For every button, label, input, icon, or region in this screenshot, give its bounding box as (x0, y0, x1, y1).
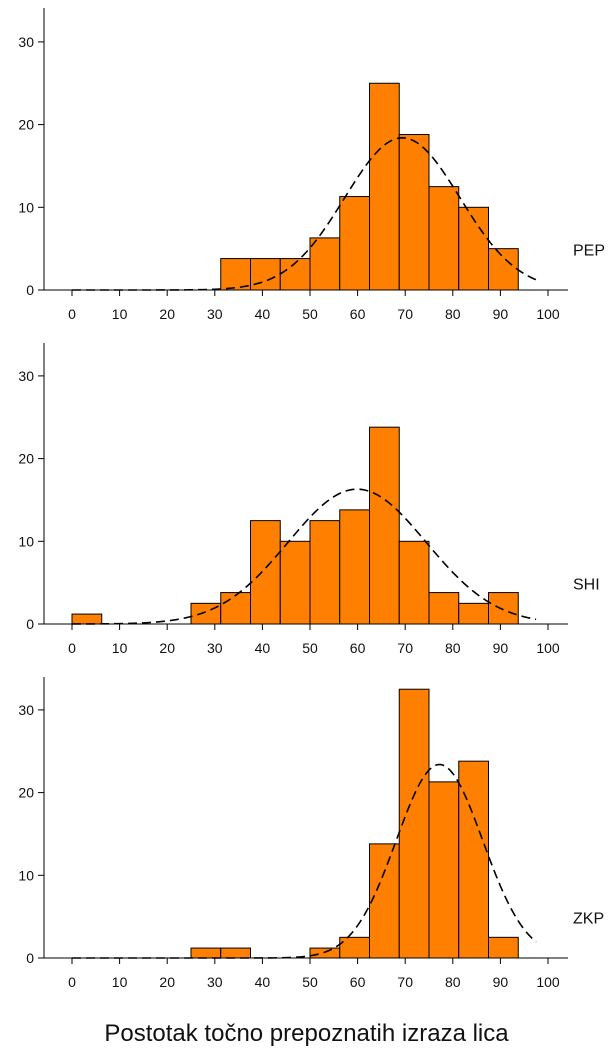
histogram-bar (309, 947, 341, 959)
x-tick-label: 80 (445, 974, 461, 990)
histogram-bar (398, 540, 430, 625)
histogram-bar (488, 248, 519, 291)
histogram-bar (220, 947, 251, 959)
x-tick-label: 50 (302, 640, 318, 656)
histogram-bar (369, 82, 400, 291)
histogram-bar (428, 781, 460, 959)
x-tick-label: 50 (302, 974, 318, 990)
y-tick-label: 20 (18, 451, 34, 467)
x-tick-label: 100 (536, 974, 560, 990)
x-tick-label: 90 (493, 306, 509, 322)
y-tick-label: 10 (18, 533, 34, 549)
y-tick-label: 20 (18, 117, 34, 133)
x-tick-label: 100 (536, 306, 560, 322)
x-tick-label: 0 (68, 974, 76, 990)
y-tick-label: 30 (18, 702, 34, 718)
x-axis-title: Postotak točno prepoznatih izraza lica (104, 1020, 509, 1047)
x-tick-label: 60 (350, 974, 366, 990)
histogram-bar (428, 592, 460, 625)
x-tick-label: 70 (397, 640, 413, 656)
x-tick-label: 50 (302, 306, 318, 322)
x-tick-label: 30 (207, 306, 223, 322)
x-tick-label: 20 (159, 640, 175, 656)
x-tick-label: 40 (255, 640, 271, 656)
histogram-bar (339, 509, 370, 625)
x-tick-label: 0 (68, 640, 76, 656)
x-tick-label: 60 (350, 640, 366, 656)
histogram-bar (428, 186, 460, 291)
histogram-bar (250, 520, 281, 625)
y-tick-label: 0 (26, 616, 34, 632)
y-tick-label: 30 (18, 368, 34, 384)
histogram-bar (309, 237, 341, 291)
x-tick-label: 70 (397, 306, 413, 322)
x-tick-label: 20 (159, 306, 175, 322)
histogram-bar (369, 843, 400, 959)
y-tick-label: 30 (18, 34, 34, 50)
y-tick-label: 10 (18, 867, 34, 883)
histogram-bar (71, 613, 103, 625)
x-tick-label: 70 (397, 974, 413, 990)
x-tick-label: 0 (68, 306, 76, 322)
histogram-bar (398, 134, 430, 291)
histogram-bar (220, 592, 251, 625)
x-tick-label: 100 (536, 640, 560, 656)
x-tick-label: 80 (445, 640, 461, 656)
histogram-bar (339, 196, 370, 291)
histogram-bar (309, 520, 341, 625)
x-tick-label: 10 (112, 640, 128, 656)
x-tick-label: 10 (112, 306, 128, 322)
histogram-bar (279, 540, 311, 625)
panel-label: ZKP (573, 910, 604, 927)
histogram-bar (458, 602, 489, 625)
x-tick-label: 30 (207, 974, 223, 990)
histogram-bar (190, 947, 222, 959)
panel-label: SHI (573, 576, 600, 593)
y-tick-label: 10 (18, 199, 34, 215)
x-tick-label: 40 (255, 306, 271, 322)
y-tick-label: 0 (26, 950, 34, 966)
normal-fit-curve (72, 488, 537, 625)
histogram-bar (458, 206, 489, 291)
histogram-bar (458, 760, 489, 959)
x-tick-label: 40 (255, 974, 271, 990)
x-tick-label: 90 (493, 974, 509, 990)
x-tick-label: 90 (493, 640, 509, 656)
x-tick-label: 30 (207, 640, 223, 656)
panel-label: PEP (573, 242, 605, 259)
x-tick-label: 10 (112, 974, 128, 990)
histogram-bar (339, 936, 370, 959)
histogram-bar (369, 426, 400, 625)
x-tick-label: 20 (159, 974, 175, 990)
histogram-bar (488, 936, 519, 959)
y-tick-label: 0 (26, 282, 34, 298)
histogram-bar (220, 258, 251, 291)
histogram-bar (398, 688, 430, 959)
y-tick-label: 20 (18, 785, 34, 801)
histogram-bar (488, 592, 519, 625)
x-tick-label: 80 (445, 306, 461, 322)
x-tick-label: 60 (350, 306, 366, 322)
histogram-bar (250, 258, 281, 291)
